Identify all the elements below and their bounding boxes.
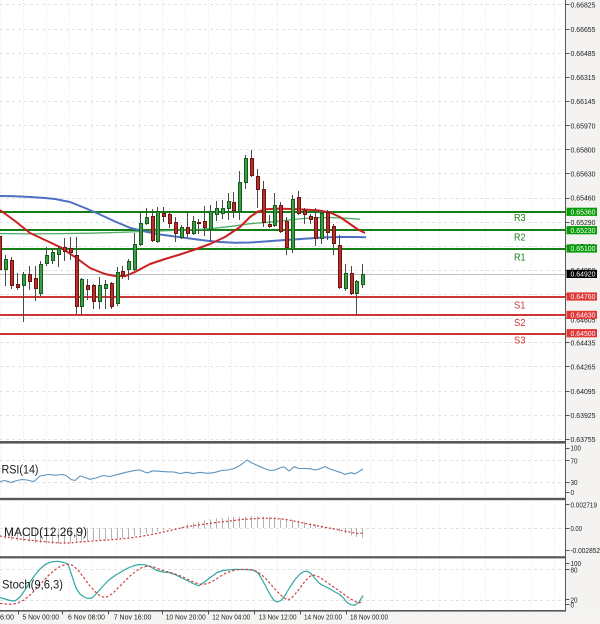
svg-text:6:00: 6:00 — [0, 613, 14, 622]
svg-text:13 Nov 12:00: 13 Nov 12:00 — [259, 613, 297, 622]
svg-text:R1: R1 — [514, 252, 526, 264]
svg-text:0.002719: 0.002719 — [571, 501, 598, 510]
svg-text:14 Nov 20:00: 14 Nov 20:00 — [304, 613, 342, 622]
svg-text:MACD(12,26,9): MACD(12,26,9) — [4, 527, 87, 539]
svg-text:0.64435: 0.64435 — [571, 339, 596, 348]
svg-text:0.64095: 0.64095 — [571, 387, 596, 396]
svg-text:0.64605: 0.64605 — [571, 316, 596, 325]
svg-text:0: 0 — [571, 488, 575, 497]
svg-text:0.65100: 0.65100 — [571, 244, 596, 253]
svg-text:-0.002852: -0.002852 — [571, 546, 600, 555]
svg-text:0: 0 — [571, 600, 575, 609]
svg-text:0.64265: 0.64265 — [571, 363, 596, 372]
svg-text:80: 80 — [571, 565, 578, 574]
svg-text:0.65290: 0.65290 — [571, 218, 596, 227]
svg-text:0.65970: 0.65970 — [571, 121, 596, 130]
svg-text:Stoch(9,6,3): Stoch(9,6,3) — [2, 580, 63, 592]
svg-text:0.66655: 0.66655 — [571, 25, 596, 34]
svg-text:5 Nov 00:00: 5 Nov 00:00 — [23, 613, 60, 622]
svg-text:0.64630: 0.64630 — [571, 311, 596, 320]
svg-text:0.64760: 0.64760 — [571, 292, 596, 301]
svg-text:70: 70 — [571, 456, 578, 465]
svg-text:0.65800: 0.65800 — [571, 146, 596, 155]
svg-text:0.63925: 0.63925 — [571, 411, 596, 420]
svg-text:0.66145: 0.66145 — [571, 97, 596, 106]
svg-text:18 Nov 00:00: 18 Nov 00:00 — [350, 613, 388, 622]
svg-text:R2: R2 — [514, 232, 526, 244]
svg-text:6 Nov 08:00: 6 Nov 08:00 — [68, 613, 105, 622]
svg-text:0.66825: 0.66825 — [571, 1, 596, 10]
svg-text:0.00: 0.00 — [571, 524, 583, 533]
svg-text:0.66315: 0.66315 — [571, 73, 596, 82]
svg-text:0.65630: 0.65630 — [571, 170, 596, 179]
svg-text:100: 100 — [571, 444, 582, 453]
svg-text:0.65360: 0.65360 — [571, 208, 596, 217]
svg-text:0.65230: 0.65230 — [571, 226, 596, 235]
svg-text:S3: S3 — [514, 335, 526, 347]
svg-text:0.64920: 0.64920 — [571, 270, 596, 279]
svg-text:0.63755: 0.63755 — [571, 435, 596, 444]
svg-text:10 Nov 20:00: 10 Nov 20:00 — [166, 613, 206, 622]
svg-text:S2: S2 — [514, 317, 526, 329]
svg-text:100: 100 — [571, 559, 582, 568]
svg-text:R3: R3 — [514, 212, 526, 224]
svg-text:12 Nov 04:00: 12 Nov 04:00 — [212, 613, 250, 622]
svg-text:0.66485: 0.66485 — [571, 49, 596, 58]
svg-text:RSI(14): RSI(14) — [2, 465, 39, 477]
svg-text:S1: S1 — [514, 300, 526, 312]
svg-text:30: 30 — [571, 478, 578, 487]
svg-text:7 Nov 16:00: 7 Nov 16:00 — [114, 613, 152, 622]
svg-text:0.64500: 0.64500 — [571, 329, 596, 338]
svg-text:0.65460: 0.65460 — [571, 194, 596, 203]
svg-text:20: 20 — [571, 596, 578, 605]
